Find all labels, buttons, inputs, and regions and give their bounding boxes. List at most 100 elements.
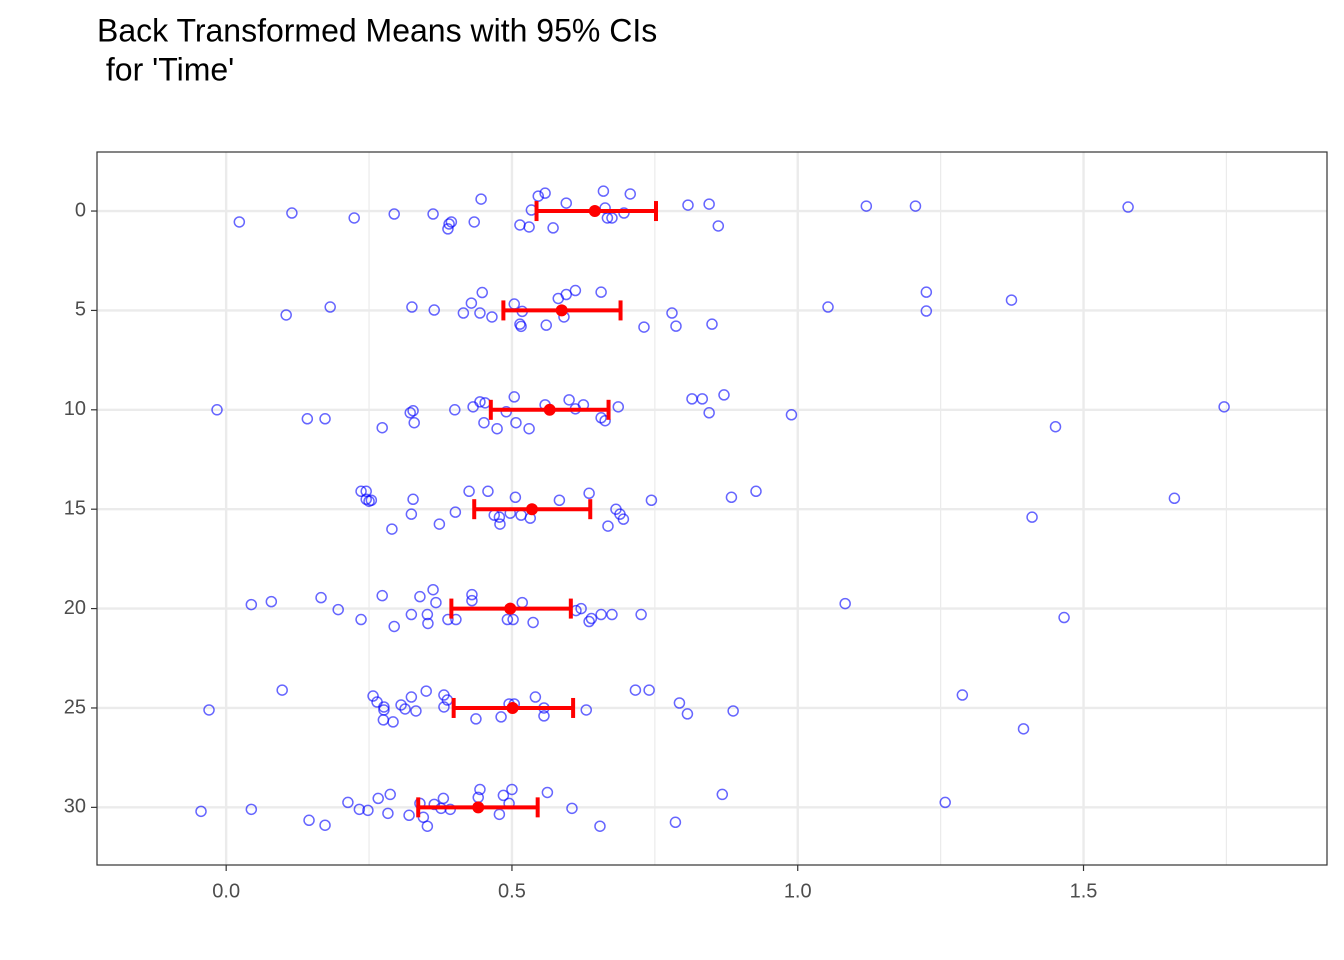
point — [408, 416, 420, 429]
point — [405, 508, 418, 520]
point — [342, 796, 354, 809]
point — [712, 220, 725, 232]
point — [629, 684, 642, 696]
y-tick-label: 25 — [64, 696, 86, 718]
point — [427, 583, 439, 596]
point — [539, 187, 551, 199]
point — [1017, 723, 1030, 735]
point — [575, 602, 587, 615]
y-tick-label: 15 — [64, 497, 86, 519]
mean-point — [506, 701, 519, 714]
point — [443, 218, 455, 230]
point — [583, 487, 595, 500]
point — [491, 422, 503, 435]
point — [494, 518, 506, 530]
mean-point — [472, 801, 485, 814]
point — [716, 788, 729, 801]
point — [286, 207, 298, 219]
point — [355, 485, 367, 498]
point — [474, 307, 486, 319]
point — [750, 485, 762, 498]
point — [1049, 420, 1062, 433]
x-tick-label: 0.5 — [498, 880, 526, 902]
point — [673, 697, 686, 709]
point — [1122, 201, 1134, 213]
point — [509, 491, 522, 504]
point — [501, 613, 514, 626]
point — [450, 613, 462, 626]
point — [276, 684, 288, 696]
point — [595, 286, 607, 298]
point — [583, 615, 595, 628]
point — [495, 711, 507, 723]
point — [353, 803, 366, 816]
point — [449, 506, 462, 518]
point — [624, 188, 637, 200]
point — [566, 802, 578, 815]
point — [920, 305, 933, 317]
point — [410, 705, 422, 717]
point — [466, 588, 478, 601]
point — [405, 608, 418, 621]
point — [449, 404, 461, 416]
x-tick-label: 0.0 — [212, 880, 240, 902]
panel-border — [96, 151, 1328, 866]
point — [387, 716, 399, 728]
point — [497, 789, 510, 802]
point — [438, 701, 450, 713]
point — [725, 491, 738, 504]
point — [585, 612, 598, 625]
chart-title: for 'Time' — [97, 51, 234, 87]
point — [386, 523, 398, 535]
point — [395, 699, 407, 711]
point — [599, 414, 611, 427]
point — [602, 520, 614, 532]
point — [670, 320, 682, 332]
point — [233, 216, 246, 228]
mean-point — [588, 205, 601, 218]
point — [422, 617, 434, 630]
point — [315, 591, 327, 604]
point — [474, 396, 486, 408]
y-tick-label: 20 — [64, 597, 86, 619]
point — [703, 407, 715, 419]
point — [421, 820, 434, 832]
point — [478, 416, 490, 429]
point — [1026, 511, 1038, 523]
point — [541, 786, 554, 799]
y-tick-label: 30 — [64, 796, 86, 818]
point — [384, 788, 396, 801]
point — [245, 803, 258, 816]
point — [681, 708, 694, 720]
point — [442, 613, 454, 626]
point — [860, 200, 873, 212]
point — [475, 193, 487, 205]
point — [382, 807, 394, 820]
point — [939, 796, 951, 809]
point — [376, 589, 388, 602]
point — [617, 513, 630, 525]
point — [703, 198, 715, 210]
point — [529, 691, 542, 703]
point — [563, 394, 575, 406]
point — [785, 409, 798, 421]
point — [265, 595, 278, 608]
point — [909, 200, 922, 212]
point — [468, 216, 480, 228]
point — [195, 805, 207, 818]
point — [203, 704, 215, 716]
point — [301, 413, 314, 425]
point — [643, 684, 655, 696]
point — [538, 710, 550, 722]
point — [560, 197, 573, 209]
point — [399, 703, 411, 715]
point — [377, 714, 390, 726]
point — [445, 216, 458, 228]
point — [669, 816, 682, 829]
point — [332, 603, 344, 616]
point — [319, 819, 331, 831]
point — [523, 221, 535, 233]
point — [463, 485, 475, 498]
point — [507, 613, 519, 626]
